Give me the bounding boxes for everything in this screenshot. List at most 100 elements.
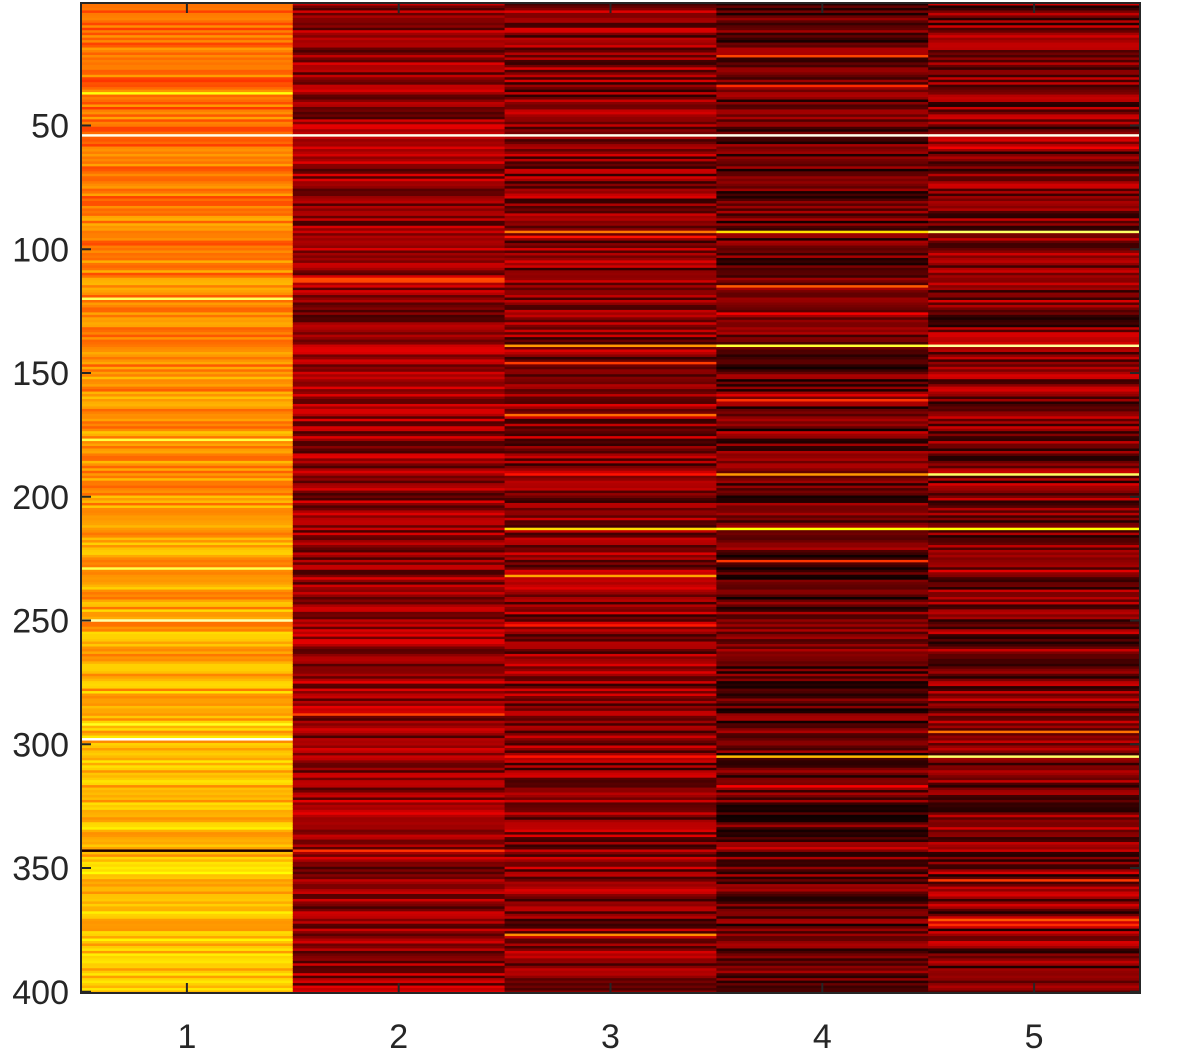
heatmap-cell xyxy=(928,631,1141,635)
heatmap-cell xyxy=(81,898,294,903)
heatmap-cell xyxy=(504,965,717,969)
heatmap-cell xyxy=(716,220,929,224)
heatmap-cell xyxy=(292,40,506,44)
heatmap-cell xyxy=(504,510,717,514)
heatmap-cell xyxy=(81,577,294,581)
heatmap-cell xyxy=(928,304,1141,309)
heatmap-cell xyxy=(928,134,1141,138)
heatmap-cell xyxy=(928,223,1141,227)
heatmap-cell xyxy=(504,567,717,571)
heatmap-cell xyxy=(504,282,717,286)
heatmap-cell xyxy=(928,757,1141,761)
heatmap-cell xyxy=(716,574,929,578)
heatmap-cell xyxy=(928,646,1141,650)
heatmap-cell xyxy=(504,191,717,195)
heatmap-cell xyxy=(716,144,929,148)
heatmap-cell xyxy=(928,797,1141,801)
heatmap-cell xyxy=(928,158,1141,163)
heatmap-cell xyxy=(81,47,294,51)
heatmap-cell xyxy=(81,431,294,435)
heatmap-cell xyxy=(81,156,294,160)
heatmap-cell xyxy=(81,631,294,635)
heatmap-cell xyxy=(292,871,506,875)
heatmap-cell xyxy=(928,844,1141,848)
heatmap-cell xyxy=(504,317,717,321)
heatmap-cell xyxy=(716,102,929,106)
heatmap-cell xyxy=(504,260,717,264)
heatmap-cell xyxy=(716,510,929,514)
heatmap-cell xyxy=(928,322,1141,326)
heatmap-cell xyxy=(292,851,506,856)
heatmap-cell xyxy=(81,933,294,937)
heatmap-cell xyxy=(928,903,1141,907)
heatmap-cell xyxy=(292,119,506,123)
heatmap-cell xyxy=(716,158,929,163)
heatmap-cell xyxy=(928,89,1141,93)
heatmap-cell xyxy=(81,82,294,86)
heatmap-cell xyxy=(716,752,929,757)
heatmap-cell xyxy=(504,891,717,895)
heatmap-cell xyxy=(292,181,506,185)
heatmap-cell xyxy=(504,267,717,271)
heatmap-cell xyxy=(928,267,1141,271)
heatmap-cell xyxy=(928,121,1141,125)
heatmap-cell xyxy=(292,265,506,269)
heatmap-cell xyxy=(292,933,506,937)
heatmap-cell xyxy=(504,834,717,838)
heatmap-cell xyxy=(504,760,717,764)
heatmap-cell xyxy=(716,703,929,707)
heatmap-cell xyxy=(81,510,294,514)
heatmap-cell xyxy=(81,926,294,930)
heatmap-cell xyxy=(292,505,506,509)
heatmap-cell xyxy=(504,906,717,910)
heatmap-cell xyxy=(292,807,506,811)
heatmap-cell xyxy=(292,376,506,380)
heatmap-cell xyxy=(928,408,1141,412)
heatmap-cell xyxy=(292,562,506,566)
heatmap-cell xyxy=(81,752,294,757)
heatmap-cell xyxy=(292,866,506,870)
heatmap-cell xyxy=(292,124,506,128)
heatmap-cell xyxy=(716,837,929,841)
heatmap-cell xyxy=(716,351,929,356)
heatmap-cell xyxy=(292,287,506,291)
heatmap-cell xyxy=(504,208,717,212)
heatmap-cell xyxy=(716,554,929,559)
heatmap-cell xyxy=(928,718,1141,722)
heatmap-cell xyxy=(928,577,1141,581)
heatmap-cell xyxy=(292,619,506,623)
heatmap-cell xyxy=(504,401,717,405)
heatmap-cell xyxy=(81,666,294,670)
heatmap-cell xyxy=(504,87,717,91)
heatmap-cell xyxy=(504,109,717,113)
heatmap-cell xyxy=(716,344,929,348)
heatmap-cell xyxy=(716,238,929,242)
heatmap-cell xyxy=(81,740,294,744)
heatmap-cell xyxy=(504,824,717,828)
heatmap-cell xyxy=(81,646,294,650)
heatmap-cell xyxy=(716,208,929,212)
heatmap-cell xyxy=(716,87,929,91)
heatmap-cell xyxy=(292,292,506,296)
heatmap-cell xyxy=(716,938,929,942)
heatmap-cell xyxy=(292,611,506,615)
heatmap-cell xyxy=(504,146,717,150)
heatmap-cell xyxy=(504,161,717,165)
heatmap-cell xyxy=(504,733,717,737)
heatmap-cell xyxy=(81,708,294,712)
heatmap-cell xyxy=(81,22,294,26)
heatmap-cell xyxy=(292,144,506,148)
heatmap-cell xyxy=(504,47,717,51)
heatmap-cell xyxy=(81,549,294,554)
heatmap-cell xyxy=(292,822,506,826)
heatmap-cell xyxy=(504,597,717,601)
heatmap-cell xyxy=(928,282,1141,286)
heatmap-cell xyxy=(504,535,717,539)
heatmap-cell xyxy=(716,374,929,378)
heatmap-cell xyxy=(928,22,1141,26)
heatmap-cell xyxy=(928,272,1141,276)
heatmap-cell xyxy=(928,433,1141,437)
heatmap-cell xyxy=(81,161,294,165)
heatmap-cell xyxy=(716,505,929,509)
heatmap-cell xyxy=(292,74,506,78)
